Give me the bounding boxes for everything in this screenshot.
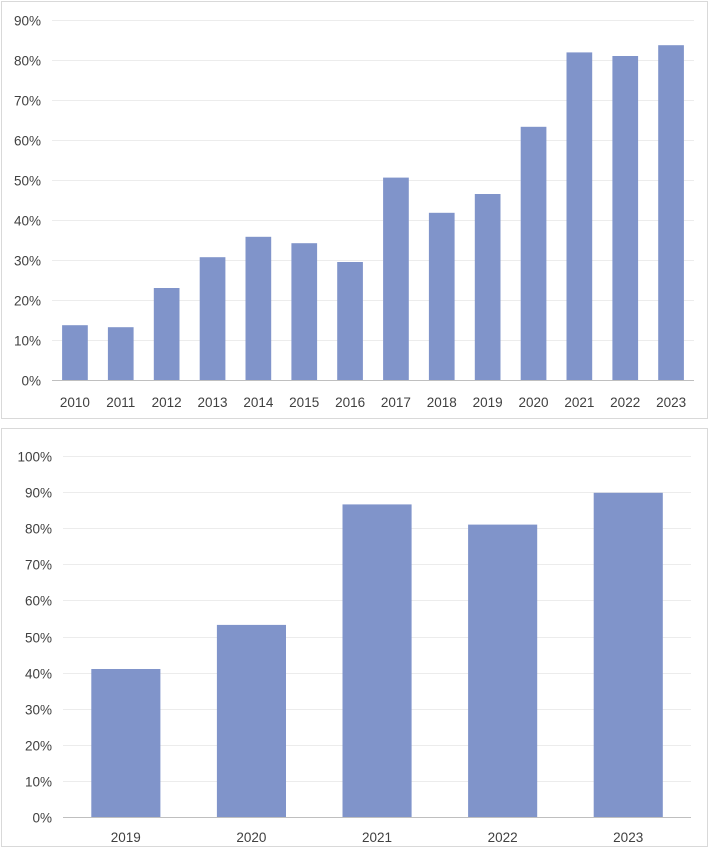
bar-2011 [107,327,134,380]
bar-2010 [62,325,88,380]
x-tick-label: 2021 [362,830,392,845]
x-tick-label: 2016 [335,395,365,410]
y-tick-label: 100% [17,450,52,465]
y-tick-label: 70% [25,558,52,573]
bar-2018 [428,212,455,380]
bar-chart-annual: 0% 10% 20% 30% 40% 50% 60% 70% 80% 90% 2010 2011 201… [14,14,694,410]
y-tick-label: 0% [21,374,41,389]
bar-2019 [91,669,161,817]
bar-chart-recent: 0% 10% 20% 30% 40% 50% 60% 70% 80% 90% 100% 2019 202… [17,450,691,845]
bar-2023 [658,45,684,380]
y-tick-label: 70% [14,94,41,109]
bar-2016 [337,262,363,380]
x-tick-label: 2011 [106,395,135,410]
bar-2020 [216,624,286,817]
y-tick-label: 30% [14,254,41,269]
y-tick-label: 40% [14,214,41,229]
x-tick-label: 2023 [656,395,686,410]
y-tick-label: 90% [14,14,41,29]
x-tick-label: 2017 [381,395,411,410]
bar-2017 [383,177,409,380]
x-tick-label: 2012 [152,395,182,410]
y-tick-label: 20% [14,294,41,309]
bar-2013 [199,257,226,380]
chart-panel-annual: 0% 10% 20% 30% 40% 50% 60% 70% 80% 90% 2010 2011 201… [1,1,708,419]
y-tick-label: 80% [25,522,52,537]
bar-2021 [566,52,593,381]
y-tick-label: 60% [14,134,41,149]
bar-2014 [245,236,272,380]
x-tick-label: 2019 [111,830,141,845]
chart-panel-recent: 0% 10% 20% 30% 40% 50% 60% 70% 80% 90% 100% 2019 202… [1,428,708,847]
y-tick-label: 90% [25,486,52,501]
x-tick-label: 2020 [236,830,266,845]
x-tick-label: 2010 [60,395,90,410]
x-tick-label: 2020 [518,395,548,410]
y-tick-label: 50% [25,631,52,646]
bar-2023 [593,492,663,817]
x-tick-label: 2023 [613,830,643,845]
x-tick-label: 2015 [289,395,319,410]
y-tick-label: 40% [25,667,52,682]
y-tick-label: 60% [25,594,52,609]
y-tick-label: 10% [14,334,41,349]
x-tick-label: 2014 [243,395,274,410]
x-tick-label: 2019 [473,395,503,410]
y-tick-label: 80% [14,54,41,69]
bar-2021 [342,504,412,817]
x-tick-label: 2018 [427,395,457,410]
x-tick-label: 2022 [488,830,518,845]
y-tick-label: 0% [32,811,52,826]
y-tick-label: 50% [14,174,41,189]
bar-2022 [612,56,639,380]
x-tick-label: 2013 [197,395,227,410]
bar-2022 [468,524,538,817]
y-tick-label: 10% [25,775,52,790]
x-tick-label: 2022 [610,395,640,410]
bar-2020 [520,126,547,380]
x-tick-label: 2021 [564,395,594,410]
y-tick-label: 30% [25,703,52,718]
bar-2015 [291,243,318,380]
bar-2019 [474,194,501,380]
y-tick-label: 20% [25,739,52,754]
bar-2012 [153,288,180,380]
